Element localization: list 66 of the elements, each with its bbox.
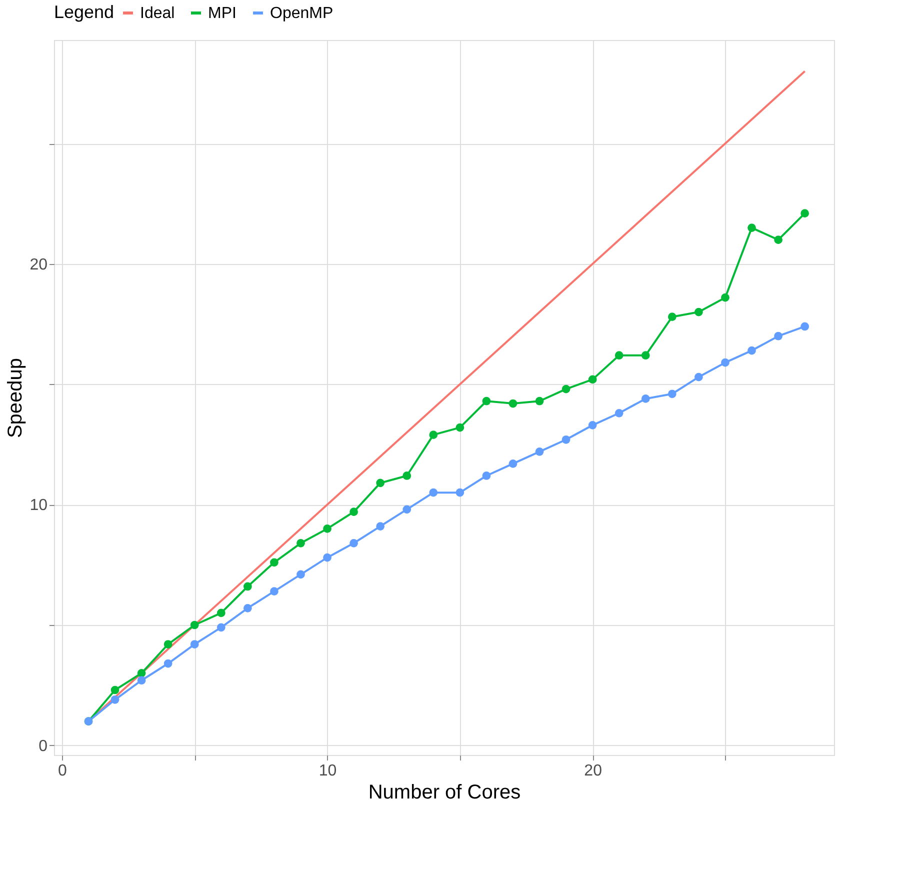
point — [216, 608, 226, 618]
point — [429, 488, 438, 497]
point — [110, 686, 120, 694]
point — [748, 224, 756, 232]
legend-label: OpenMP — [270, 5, 334, 22]
point — [588, 375, 597, 384]
x-axis-title: Number of Cores — [368, 782, 521, 804]
y-tick-label: 0 — [38, 738, 48, 755]
point — [508, 399, 518, 408]
point — [216, 623, 226, 632]
point — [614, 351, 624, 360]
point — [774, 236, 782, 244]
y-tick-label: 20 — [30, 256, 48, 274]
y-axis-title: Speedup — [4, 358, 27, 438]
point — [402, 472, 412, 480]
point — [721, 358, 730, 367]
point — [296, 538, 305, 548]
point — [376, 478, 385, 488]
point — [243, 604, 252, 612]
point — [641, 351, 650, 360]
point — [323, 524, 332, 533]
point — [588, 421, 597, 430]
point — [668, 390, 676, 398]
x-tick-label: 20 — [584, 762, 602, 780]
point — [668, 312, 676, 322]
legend-label: MPI — [208, 5, 236, 22]
point — [535, 396, 544, 406]
point — [508, 460, 518, 468]
point — [429, 430, 438, 439]
point — [456, 423, 464, 432]
point — [296, 570, 305, 579]
point — [562, 384, 570, 394]
point — [402, 505, 412, 514]
point — [694, 308, 703, 316]
point — [800, 322, 809, 331]
point — [562, 435, 570, 444]
point — [164, 659, 172, 668]
point — [614, 408, 624, 418]
legend-title: Legend — [54, 2, 114, 22]
point — [243, 582, 252, 591]
point — [164, 640, 172, 648]
y-tick-label: 10 — [30, 497, 48, 514]
x-tick-label: 0 — [58, 762, 68, 780]
point — [800, 209, 809, 218]
point — [376, 522, 385, 530]
point — [482, 472, 491, 480]
point — [456, 488, 464, 497]
point — [641, 394, 650, 403]
point — [350, 508, 358, 516]
point — [774, 332, 782, 340]
point — [190, 640, 199, 648]
point — [137, 668, 146, 678]
point — [110, 695, 120, 704]
legend-label: Ideal — [140, 5, 175, 22]
point — [721, 293, 730, 302]
point — [137, 676, 146, 685]
point — [270, 558, 278, 567]
point — [190, 620, 199, 630]
point — [350, 538, 358, 548]
x-tick-label: 10 — [318, 762, 337, 780]
point — [748, 346, 756, 355]
point — [694, 372, 703, 382]
point — [535, 447, 544, 456]
point — [482, 396, 491, 406]
point — [323, 553, 332, 562]
point — [270, 587, 278, 596]
